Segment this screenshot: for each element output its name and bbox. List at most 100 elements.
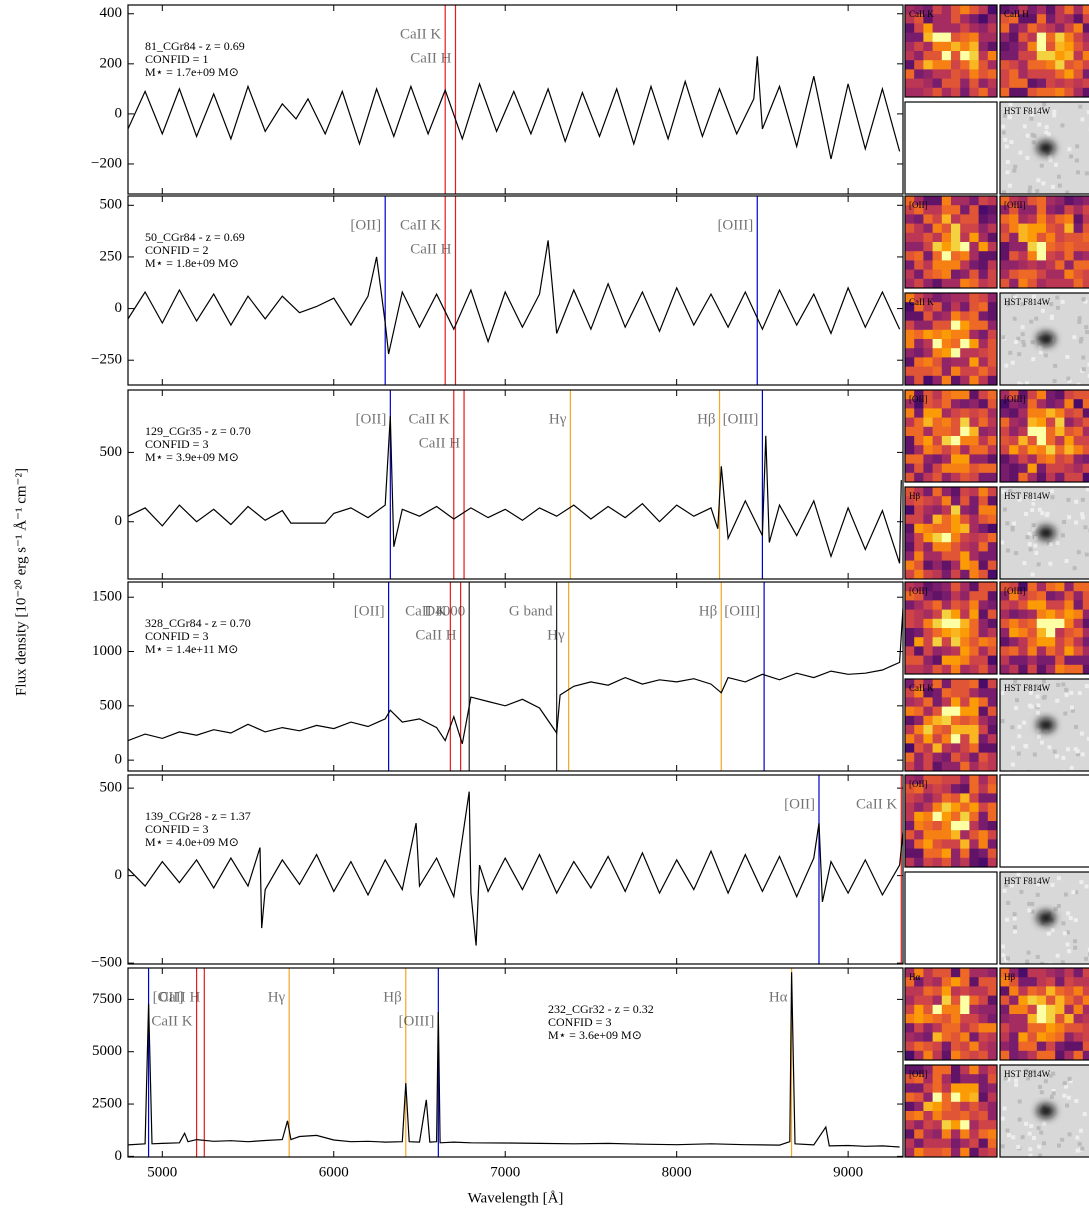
thumbnail-pixel: [941, 232, 952, 243]
thumbnail-pixel: [987, 51, 997, 61]
line-label: [OII]: [356, 411, 387, 427]
line-label: [OIII]: [724, 603, 760, 619]
thumbnail-pixel: [1018, 60, 1029, 70]
y-tick-label: 0: [115, 1148, 123, 1164]
thumbnail-noise: [1070, 708, 1075, 713]
thumbnail-pixel: [978, 784, 989, 794]
thumbnail-frame: [904, 581, 998, 675]
thumbnail-pixel: [941, 487, 952, 497]
thumbnail-pixel: [1018, 223, 1029, 234]
thumbnail-pixel: [960, 505, 970, 516]
galaxy: [1037, 141, 1055, 155]
thumbnail-pixel: [978, 582, 989, 592]
thumbnail-pixel: [1046, 251, 1056, 261]
thumbnail-noise: [1060, 299, 1065, 304]
thumbnail-pixel: [987, 802, 997, 813]
thumbnail-pixel: [1082, 463, 1089, 474]
thumbnail-pixel: [960, 1023, 970, 1033]
thumbnail-pixel: [978, 514, 989, 525]
y-tick-label: 5000: [92, 1043, 122, 1059]
thumbnail-pixel: [1082, 986, 1089, 997]
thumbnail-pixel: [1009, 1014, 1019, 1024]
thumbnail-pixel: [905, 78, 915, 89]
thumbnail-noise: [1065, 1103, 1070, 1108]
thumbnail-pixel: [923, 1101, 934, 1112]
thumbnail-pixel: [905, 417, 915, 428]
thumbnail-pixel: [923, 628, 934, 638]
thumbnail-pixel: [1027, 664, 1038, 674]
thumbnail-pixel: [932, 569, 943, 579]
thumbnail-pixel: [951, 399, 961, 409]
thumbnail-pixel: [960, 542, 970, 552]
thumbnail-pixel: [951, 69, 961, 80]
thumbnail-pixel: [978, 32, 989, 43]
thumbnail-pixel: [1073, 1004, 1084, 1015]
thumbnail-pixel: [932, 995, 943, 1006]
thumbnail-pixel: [969, 1083, 980, 1094]
thumbnail-noise: [1027, 1131, 1032, 1136]
thumbnail-pixel: [1009, 196, 1019, 206]
thumbnail-pixel: [914, 487, 924, 497]
thumbnail-pixel: [932, 339, 943, 349]
thumbnail-pixel: [932, 743, 943, 754]
thumbnail-pixel: [987, 196, 997, 206]
thumbnail-pixel: [1082, 196, 1089, 206]
thumbnail-pixel: [941, 1083, 952, 1094]
thumbnail-pixel: [987, 320, 997, 331]
thumbnail-pixel: [914, 348, 924, 358]
thumbnail-noise: [1067, 515, 1072, 520]
thumbnail-pixel: [905, 1041, 915, 1052]
thumbnail-noise: [1060, 123, 1065, 128]
thumbnail-pixel: [905, 725, 915, 735]
thumbnail-noise: [1028, 1153, 1033, 1157]
thumbnail-pixel: [987, 1014, 997, 1024]
thumbnail-pixel: [951, 646, 961, 657]
thumbnail-pixel: [914, 1074, 924, 1084]
annotation: CONFID = 1: [145, 52, 208, 66]
thumbnail-noise: [1000, 690, 1005, 695]
thumbnail-pixel: [978, 417, 989, 428]
thumbnail-pixel: [905, 775, 915, 785]
thumbnail-pixel: [978, 366, 989, 377]
thumbnail-pixel: [951, 78, 961, 89]
thumbnail-noise: [1006, 302, 1011, 307]
thumbnail-pixel: [960, 14, 970, 24]
thumbnail: [OII]: [904, 195, 998, 289]
thumbnail-pixel: [941, 995, 952, 1006]
thumbnail-frame: [904, 4, 998, 98]
thumbnail-pixel: [923, 560, 934, 571]
thumbnail-pixel: [1036, 618, 1047, 629]
thumbnail-frame: [999, 1064, 1089, 1158]
thumbnail-noise: [1077, 316, 1082, 321]
thumbnail-pixel: [1027, 196, 1038, 206]
thumbnail-pixel: [969, 505, 980, 516]
thumbnail-pixel: [1046, 609, 1056, 620]
thumbnail-noise: [1006, 1077, 1011, 1082]
thumbnail-pixel: [1027, 600, 1038, 611]
thumbnail-pixel: [923, 251, 934, 261]
thumbnail-pixel: [1027, 463, 1038, 474]
thumbnail-noise: [1030, 901, 1035, 906]
thumbnail-noise: [1036, 882, 1041, 887]
thumbnail-noise: [1016, 1144, 1021, 1149]
thumbnail-noise: [1041, 679, 1046, 684]
thumbnail-noise: [1061, 921, 1066, 926]
thumbnail-pixel: [1000, 223, 1010, 234]
thumbnail-pixel: [1046, 260, 1056, 271]
thumbnail-pixel: [932, 715, 943, 726]
thumbnail-pixel: [978, 679, 989, 689]
thumbnail-pixel: [1082, 436, 1089, 446]
thumbnail-pixel: [960, 251, 970, 261]
thumbnail-pixel: [1009, 408, 1019, 419]
thumbnail-pixel: [1073, 472, 1084, 482]
thumbnail: CaII H: [999, 4, 1089, 98]
thumbnail-pixel: [905, 496, 915, 506]
thumbnail-pixel: [923, 1129, 934, 1140]
thumbnail-pixel: [941, 426, 952, 437]
thumbnail-pixel: [914, 445, 924, 455]
thumbnail-noise: [1087, 947, 1089, 952]
thumbnail-pixel: [1036, 51, 1047, 61]
thumbnail-pixel: [1000, 390, 1010, 400]
thumbnail-noise: [1030, 909, 1035, 914]
